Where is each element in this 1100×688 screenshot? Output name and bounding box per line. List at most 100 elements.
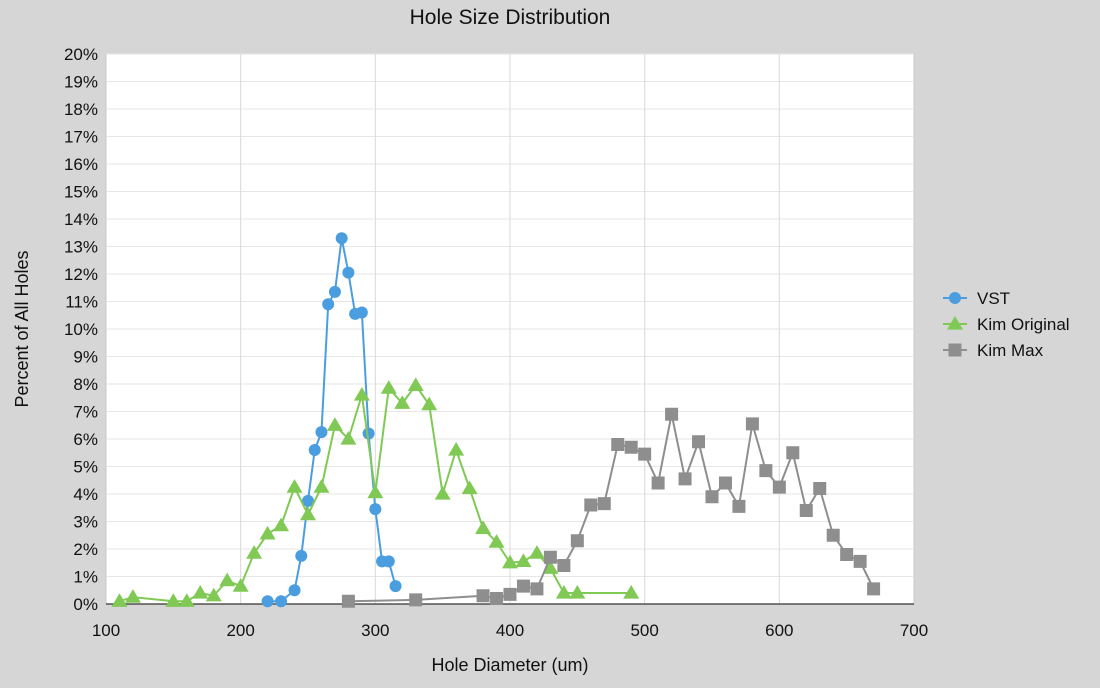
data-point-kim-max (490, 592, 504, 605)
data-point-kim-max (718, 476, 732, 490)
y-tick-label: 5% (73, 458, 98, 477)
data-point-kim-max (759, 464, 773, 478)
data-point-kim-max (584, 498, 598, 512)
data-point-kim-max (530, 582, 544, 596)
y-tick-label: 6% (73, 430, 98, 449)
data-point-kim-original (246, 545, 263, 559)
y-tick-label: 7% (73, 403, 98, 422)
data-point-vst (362, 427, 375, 440)
y-tick-label: 2% (73, 540, 98, 559)
data-point-kim-max (799, 504, 813, 517)
data-point-kim-max (557, 559, 571, 572)
data-point-kim-original (448, 442, 465, 456)
data-point-vst (288, 584, 301, 597)
x-tick-label: 100 (92, 621, 120, 640)
data-point-kim-original (178, 593, 195, 607)
series-kim-max (341, 407, 881, 608)
y-tick-label: 15% (64, 183, 98, 202)
data-point-kim-max (638, 447, 652, 461)
data-point-vst (369, 503, 382, 516)
data-point-kim-original (515, 553, 532, 567)
data-point-vst (335, 232, 348, 245)
chart-title: Hole Size Distribution (410, 6, 611, 29)
data-point-kim-original (165, 593, 182, 607)
data-point-kim-original (502, 554, 518, 569)
data-point-kim-max (611, 438, 625, 451)
data-point-kim-original (205, 587, 222, 602)
data-point-vst (275, 595, 288, 608)
data-point-kim-max (692, 435, 706, 449)
data-point-kim-max (867, 582, 881, 596)
data-point-kim-max (570, 534, 584, 548)
y-tick-label: 10% (64, 320, 98, 339)
y-tick-label: 16% (64, 155, 98, 174)
legend: VST Kim Original Kim Max (943, 289, 1070, 360)
x-tick-label: 700 (900, 621, 928, 640)
data-point-vst (302, 494, 314, 507)
y-tick-label: 0% (73, 595, 98, 614)
y-tick-label: 9% (73, 348, 98, 367)
data-point-kim-original (219, 572, 236, 587)
data-point-kim-max (786, 446, 800, 460)
data-point-kim-max (516, 579, 530, 593)
x-tick-label: 200 (226, 621, 254, 640)
data-point-vst (382, 555, 395, 568)
data-point-kim-original (273, 517, 290, 532)
x-tick-label: 400 (496, 621, 524, 640)
data-point-kim-original (461, 480, 478, 495)
series-line-kim-original (119, 383, 632, 603)
data-point-kim-original (124, 589, 141, 603)
data-point-vst (261, 595, 274, 608)
data-series (111, 232, 881, 608)
data-point-kim-original (421, 396, 438, 411)
y-tick-label: 4% (73, 485, 98, 504)
data-point-kim-max (624, 440, 638, 454)
data-point-kim-original (232, 578, 249, 592)
data-point-vst (355, 306, 368, 319)
data-point-kim-original (542, 560, 559, 574)
legend-item-vst: VST (943, 289, 1010, 308)
data-point-vst (295, 549, 308, 562)
y-tick-label: 19% (64, 73, 98, 92)
data-point-kim-original (555, 585, 572, 599)
legend-item-kim-max: Kim Max (943, 341, 1044, 360)
y-axis-label: Percent of All Holes (12, 250, 32, 407)
gridlines (106, 53, 914, 604)
data-point-kim-original (111, 593, 128, 607)
data-point-vst (342, 266, 355, 279)
y-tick-label: 8% (73, 375, 98, 394)
legend-item-kim-original: Kim Original (943, 315, 1070, 334)
legend-label: Kim Original (977, 315, 1070, 334)
x-tick-label: 300 (361, 621, 389, 640)
legend-marker-kim-original (947, 316, 963, 330)
data-point-kim-original (313, 479, 330, 493)
data-point-kim-max (826, 528, 840, 542)
data-point-kim-max (772, 480, 786, 494)
x-tick-label: 600 (765, 621, 793, 640)
y-tick-label: 13% (64, 238, 98, 257)
data-point-kim-original (394, 395, 411, 409)
x-axis-label: Hole Diameter (um) (431, 655, 588, 675)
data-point-vst (328, 285, 341, 298)
data-point-kim-max (665, 407, 679, 421)
data-point-kim-original (353, 387, 370, 401)
data-point-kim-original (407, 377, 424, 391)
y-tick-labels: 0% 1% 2% 3% 4% 5% 6% 7% 8% 9% 10% 11% 12% 13% 14% 15% 16… (64, 45, 98, 614)
data-point-kim-original (488, 534, 505, 548)
y-tick-label: 18% (64, 100, 98, 119)
legend-label: Kim Max (977, 341, 1044, 360)
legend-marker-kim-max (948, 343, 962, 357)
data-point-kim-max (476, 589, 490, 603)
x-tick-label: 500 (630, 621, 658, 640)
data-point-kim-max (840, 548, 854, 561)
data-point-kim-max (409, 593, 423, 607)
data-point-kim-original (326, 417, 343, 431)
y-tick-label: 3% (73, 513, 98, 532)
data-point-kim-original (259, 525, 276, 540)
legend-marker-vst (949, 292, 961, 304)
data-point-kim-original (434, 486, 451, 500)
data-point-kim-original (528, 545, 545, 559)
data-point-kim-original (569, 585, 586, 599)
y-tick-label: 12% (64, 265, 98, 284)
